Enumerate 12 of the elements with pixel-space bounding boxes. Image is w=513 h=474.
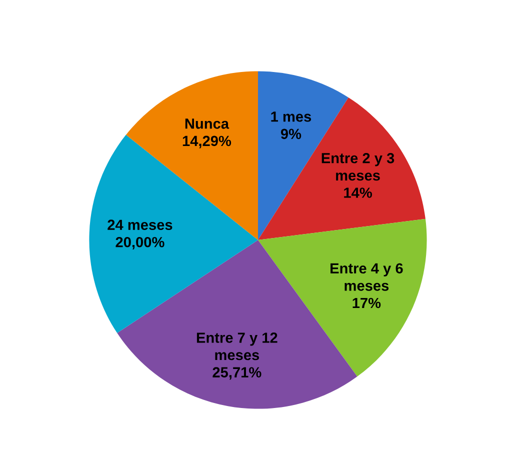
data-label: 9% [280, 128, 302, 140]
slice-label: 1 mes [271, 112, 312, 122]
data-label: 14,29% [182, 136, 232, 148]
slice-label: Entre 4 y 6 meses [330, 263, 403, 291]
slice-label: 24 meses [108, 220, 172, 230]
data-label: 20,00% [116, 236, 164, 250]
slice-label: Nunca [185, 118, 230, 129]
data-label: 14% [344, 188, 372, 198]
data-label: 25,71% [212, 367, 262, 380]
data-label: 17% [352, 298, 381, 308]
slice-label: Entre 7 y 12 meses [196, 332, 278, 360]
slice-label: Entre 2 y 3 meses [322, 152, 394, 181]
